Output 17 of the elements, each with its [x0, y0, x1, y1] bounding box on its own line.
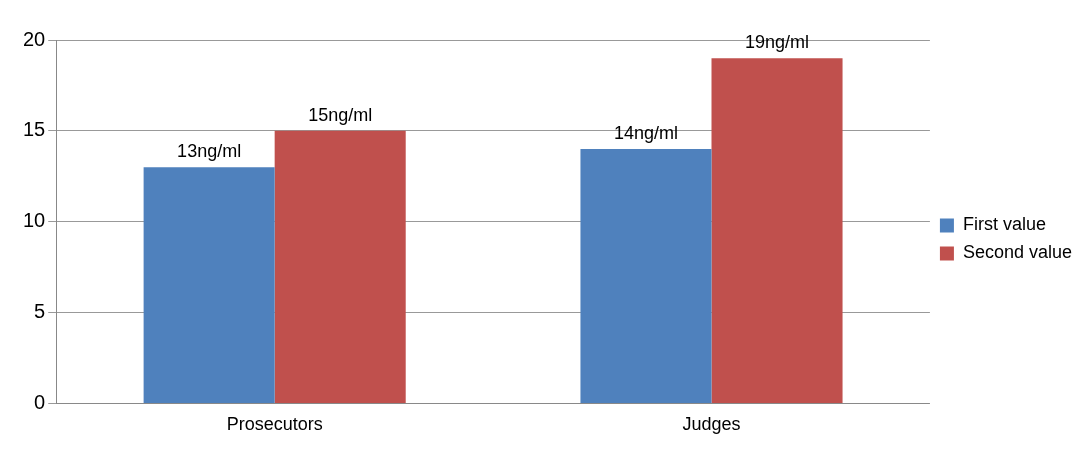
- x-tick-label: Prosecutors: [226, 414, 323, 435]
- y-tick-label: 0: [34, 390, 46, 413]
- y-tick-label: 5: [34, 300, 46, 323]
- data-label: 14ng/ml: [613, 122, 678, 143]
- bar: [274, 130, 406, 403]
- data-label: 13ng/ml: [177, 141, 242, 162]
- data-label: 19ng/ml: [745, 32, 810, 53]
- bar: [143, 167, 275, 403]
- y-tick-label: 20: [23, 27, 46, 50]
- y-tick-label: 15: [23, 118, 46, 141]
- data-label: 15ng/ml: [308, 104, 373, 125]
- x-tick-label: Judges: [682, 414, 741, 435]
- y-tick-label: 10: [23, 209, 46, 232]
- legend-label: Second value: [962, 242, 1073, 263]
- legend-label: First value: [962, 214, 1046, 235]
- bar: [711, 58, 843, 403]
- bar: [580, 149, 712, 403]
